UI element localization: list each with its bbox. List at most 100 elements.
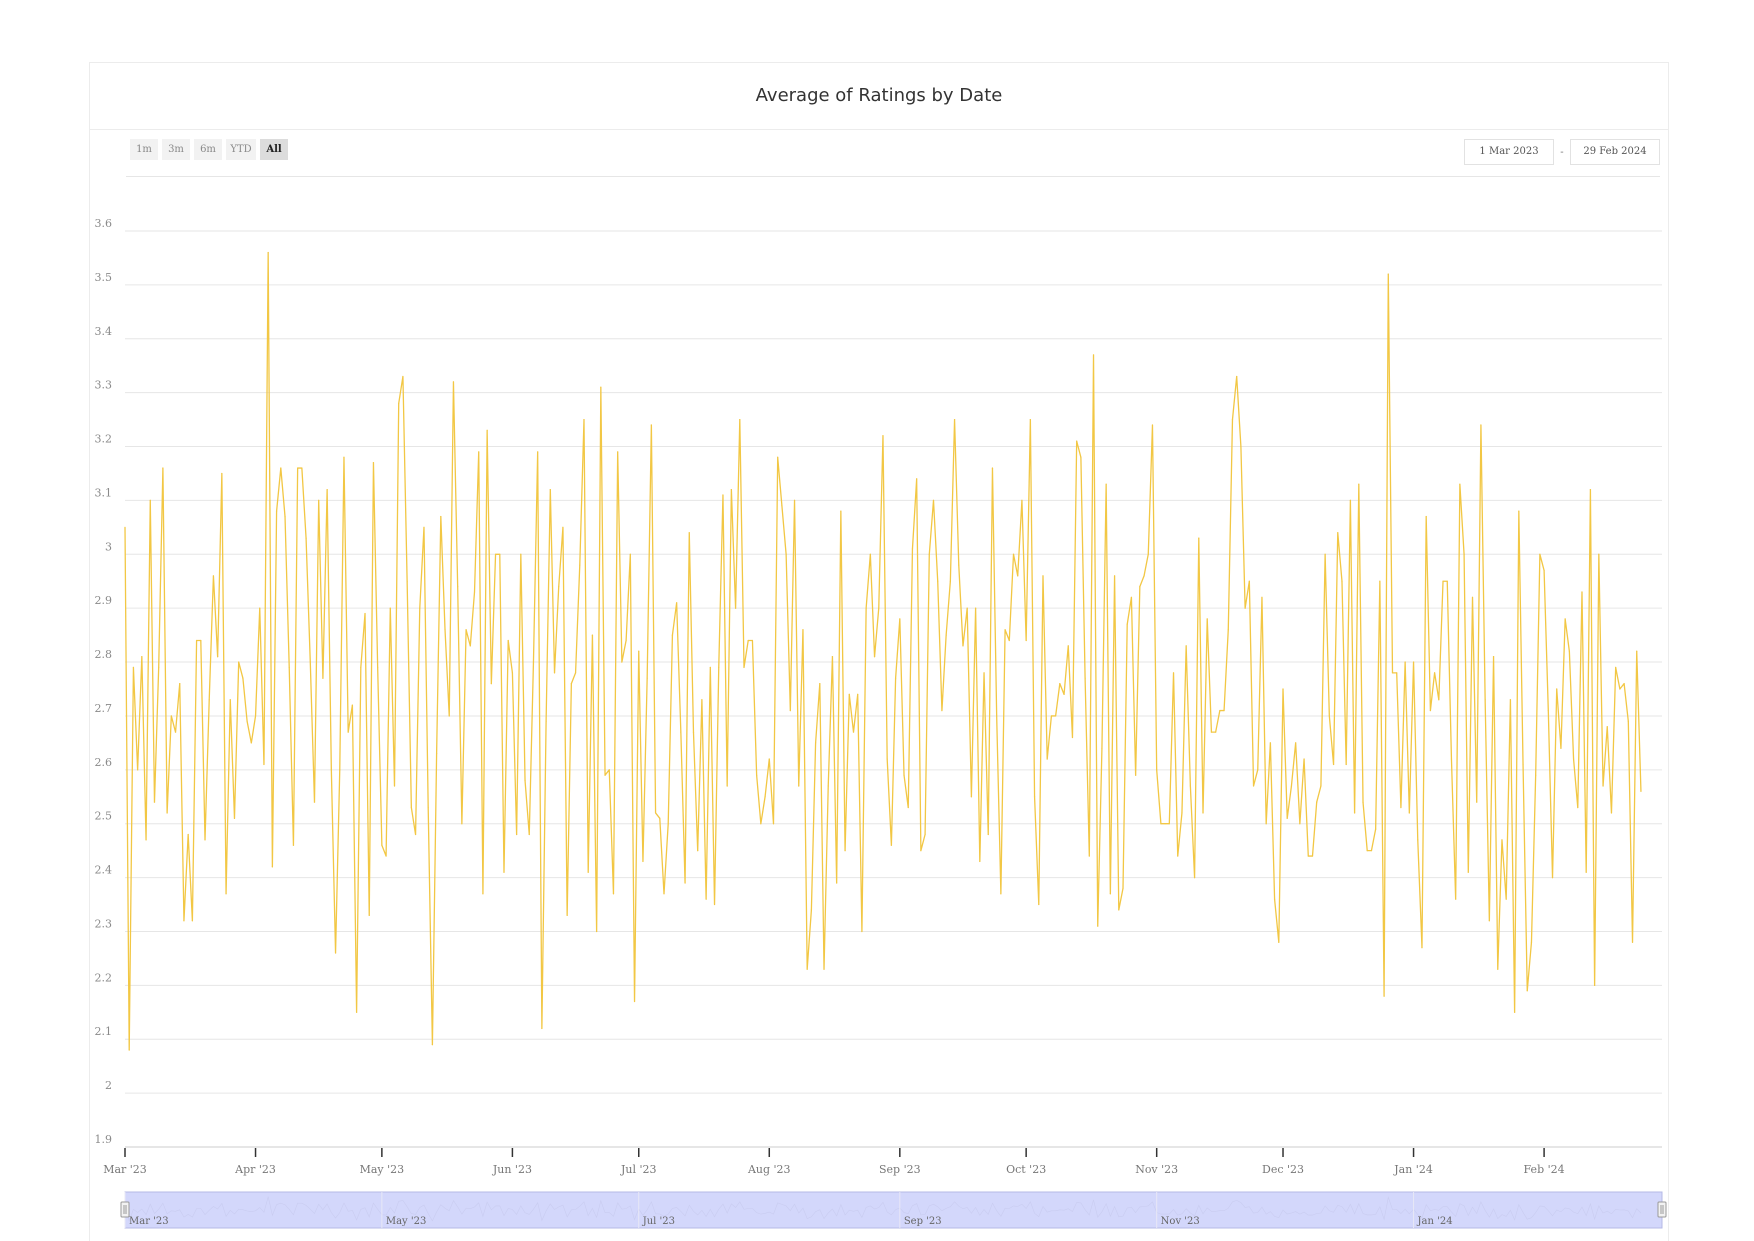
- data-point: [1046, 758, 1048, 760]
- data-point: [1265, 823, 1267, 825]
- data-point: [802, 629, 804, 631]
- data-point: [1358, 483, 1360, 485]
- data-point: [1080, 456, 1082, 458]
- data-point: [1147, 553, 1149, 555]
- y-tick-label: 3.5: [95, 271, 113, 284]
- data-point: [1236, 375, 1238, 378]
- data-point: [292, 844, 295, 846]
- data-point: [979, 860, 981, 863]
- navigator-right-handle[interactable]: [1657, 1201, 1667, 1218]
- data-point: [1240, 445, 1242, 448]
- data-point: [895, 677, 897, 679]
- data-point: [393, 785, 396, 787]
- range-to-input[interactable]: 29 Feb 2024: [1570, 139, 1660, 165]
- data-point: [848, 693, 850, 695]
- data-point: [179, 683, 181, 685]
- data-point: [751, 639, 754, 642]
- data-point: [1581, 591, 1583, 593]
- data-point: [903, 774, 905, 776]
- data-point: [1636, 650, 1638, 652]
- data-point: [1324, 553, 1326, 555]
- data-point: [385, 855, 387, 857]
- y-tick-label: 2.6: [95, 756, 113, 769]
- zoom-ytd-button[interactable]: YTD: [226, 139, 256, 160]
- data-point: [697, 850, 699, 852]
- data-point: [1210, 731, 1213, 733]
- data-point: [1181, 812, 1183, 814]
- data-point: [739, 418, 741, 421]
- data-point: [389, 607, 391, 609]
- data-point: [330, 769, 332, 771]
- data-point: [1231, 418, 1234, 421]
- y-tick-label: 2.7: [95, 702, 113, 715]
- data-point: [1261, 596, 1263, 599]
- data-point: [705, 898, 707, 900]
- data-point: [372, 462, 375, 464]
- x-tick-label: Sep '23: [879, 1163, 921, 1176]
- data-point: [970, 796, 973, 798]
- navigator-left-handle[interactable]: [120, 1201, 130, 1218]
- data-point: [1471, 596, 1474, 599]
- data-point: [242, 677, 244, 679]
- data-point: [137, 769, 139, 771]
- zoom-1m-button[interactable]: 1m: [130, 139, 158, 160]
- zoom-3m-button[interactable]: 3m: [162, 139, 190, 160]
- data-point: [865, 607, 867, 609]
- zoom-6m-button[interactable]: 6m: [194, 139, 222, 160]
- data-point: [1130, 596, 1133, 599]
- data-point: [377, 666, 379, 669]
- navigator-tick-label: Jan '24: [1417, 1216, 1453, 1227]
- data-point: [1446, 580, 1448, 582]
- data-point: [1278, 941, 1280, 943]
- data-point: [1408, 812, 1410, 814]
- data-point: [945, 634, 947, 636]
- data-point: [882, 435, 884, 437]
- data-point: [452, 381, 455, 383]
- data-point: [229, 699, 231, 701]
- data-point: [1564, 618, 1566, 620]
- data-point: [1320, 785, 1322, 787]
- data-point: [1172, 672, 1175, 674]
- data-point: [469, 645, 471, 647]
- data-point: [928, 553, 930, 555]
- data-point: [1370, 850, 1373, 852]
- data-point: [1383, 995, 1385, 997]
- data-point: [461, 823, 463, 825]
- data-point: [1299, 823, 1301, 825]
- data-point: [899, 618, 901, 620]
- data-point: [326, 489, 328, 491]
- data-point: [1198, 537, 1200, 539]
- data-point: [722, 494, 724, 496]
- data-point: [1307, 855, 1309, 857]
- data-point: [823, 968, 825, 970]
- data-point: [1290, 785, 1293, 787]
- range-from-input[interactable]: 1 Mar 2023: [1464, 139, 1554, 165]
- data-point: [1387, 273, 1389, 275]
- data-point: [1286, 817, 1288, 819]
- data-point: [558, 586, 560, 588]
- data-point: [532, 661, 535, 663]
- data-point: [949, 580, 951, 582]
- data-point: [890, 844, 892, 846]
- data-point: [1282, 688, 1284, 690]
- data-point: [170, 715, 172, 717]
- data-point: [448, 715, 450, 717]
- navigator-tick-label: Jul '23: [642, 1216, 675, 1227]
- data-point: [1518, 510, 1520, 512]
- data-point: [347, 731, 349, 733]
- y-tick-label: 2.3: [95, 917, 113, 930]
- data-point: [1164, 823, 1166, 825]
- data-point: [360, 666, 362, 669]
- data-point: [756, 774, 758, 776]
- data-point: [617, 451, 619, 453]
- data-point: [1303, 758, 1305, 760]
- data-point: [1631, 941, 1634, 943]
- zoom-all-button[interactable]: All: [260, 139, 288, 160]
- data-point: [798, 785, 800, 787]
- y-tick-label: 2: [105, 1079, 112, 1092]
- data-point: [1412, 661, 1415, 663]
- data-point: [1206, 618, 1208, 620]
- data-point: [406, 580, 408, 582]
- date-range-inputs: 1 Mar 2023 - 29 Feb 2024: [1464, 139, 1660, 165]
